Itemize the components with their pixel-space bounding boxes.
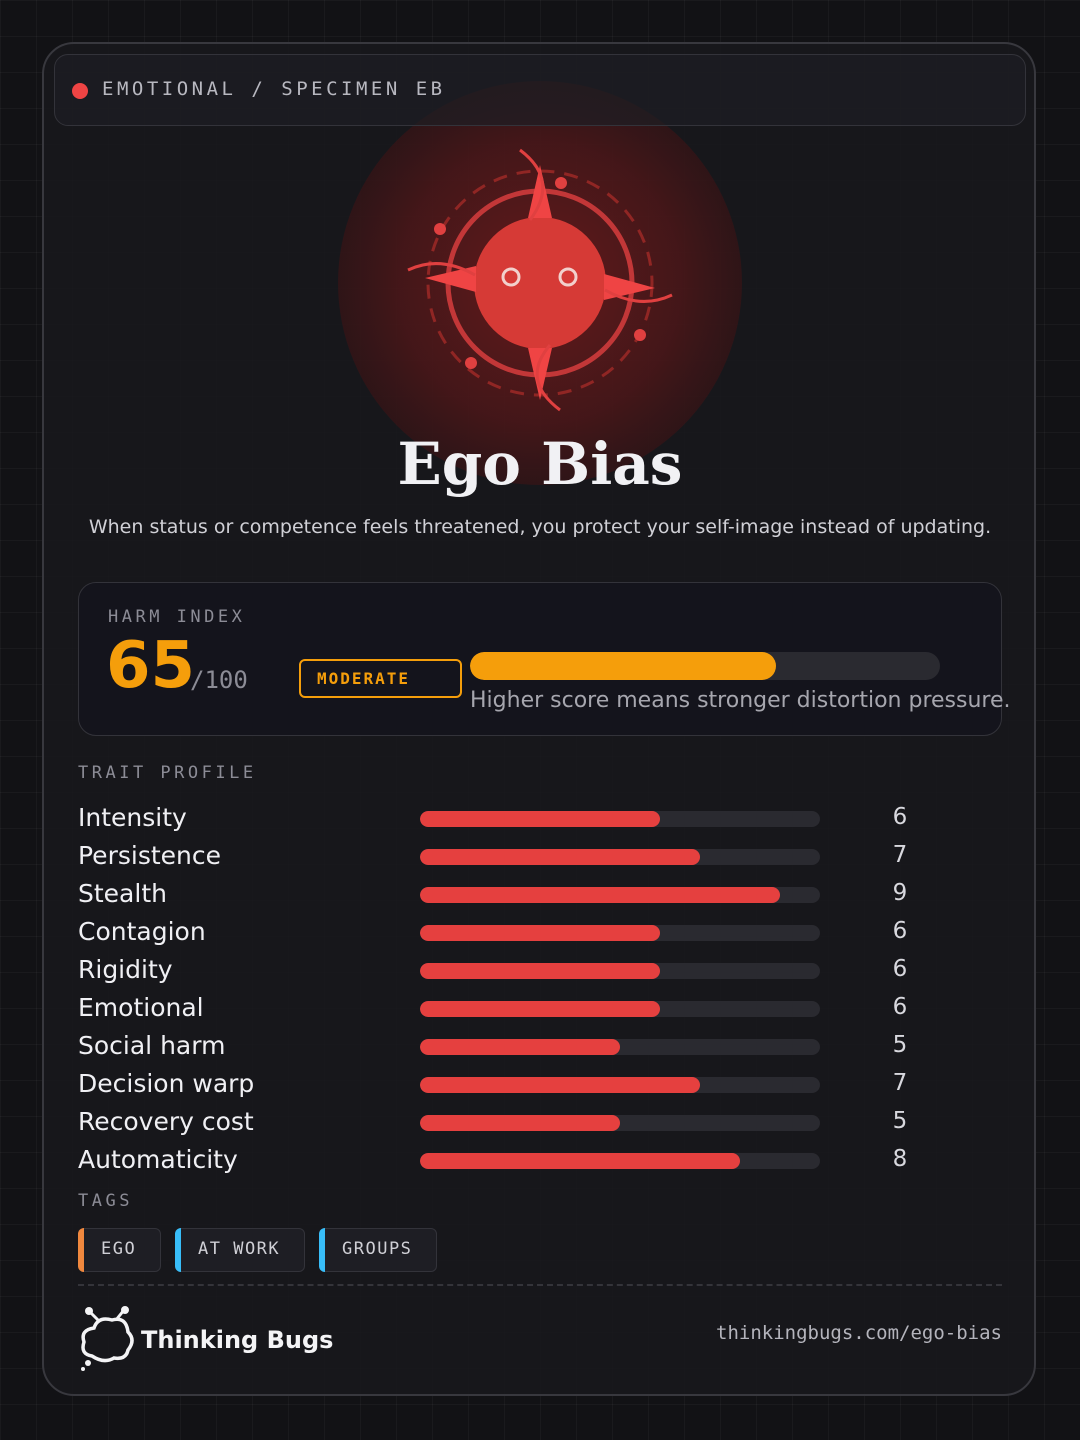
harm-score: 65 — [106, 629, 196, 703]
harm-note: Higher score means stronger distortion p… — [470, 688, 1011, 713]
trait-name: Decision warp — [78, 1069, 255, 1098]
trait-track — [420, 849, 820, 865]
harm-max: /100 — [190, 666, 248, 694]
trait-name: Contagion — [78, 917, 206, 946]
trait-value: 5 — [892, 1108, 908, 1134]
trait-name: Persistence — [78, 841, 221, 870]
tag: EGO — [78, 1228, 162, 1272]
trait-track — [420, 1001, 820, 1017]
brand-logo — [81, 1306, 134, 1371]
trait-bar — [420, 963, 660, 979]
trait-track — [420, 887, 820, 903]
header-bar — [54, 54, 1026, 126]
trait-track — [420, 811, 820, 827]
trait-track — [420, 963, 820, 979]
trait-bar — [420, 887, 780, 903]
harm-level: MODERATE — [299, 659, 462, 698]
traits-label: TRAIT PROFILE — [78, 763, 257, 783]
trait-bar — [420, 1077, 700, 1093]
harm-label: HARM INDEX — [108, 607, 246, 627]
trait-name: Intensity — [78, 803, 187, 832]
trait-value: 5 — [892, 1032, 908, 1058]
trait-value: 6 — [892, 994, 908, 1020]
harm-track — [470, 652, 940, 680]
trait-name: Stealth — [78, 879, 167, 908]
status-dot — [72, 83, 88, 99]
trait-track — [420, 1039, 820, 1055]
trait-bar — [420, 811, 660, 827]
trait-bar — [420, 1001, 660, 1017]
trait-name: Rigidity — [78, 955, 173, 984]
trait-value: 6 — [892, 918, 908, 944]
harm-bar — [470, 652, 776, 680]
title: Ego Bias — [397, 430, 683, 498]
tags-label: TAGS — [78, 1191, 133, 1211]
trait-name: Emotional — [78, 993, 204, 1022]
tag: AT WORK — [175, 1228, 306, 1272]
trait-bar — [420, 1039, 620, 1055]
trait-value: 7 — [892, 1070, 908, 1096]
tag-stripe — [175, 1228, 181, 1272]
trait-value: 6 — [892, 804, 908, 830]
tag: GROUPS — [319, 1228, 438, 1272]
tag-stripe — [319, 1228, 325, 1272]
trait-name: Social harm — [78, 1031, 226, 1060]
trait-bar — [420, 1153, 740, 1169]
trait-bar — [420, 925, 660, 941]
trait-value: 7 — [892, 842, 908, 868]
trait-track — [420, 1115, 820, 1131]
trait-track — [420, 1077, 820, 1093]
tag-stripe — [78, 1228, 84, 1272]
trait-value: 6 — [892, 956, 908, 982]
trait-bar — [420, 1115, 620, 1131]
trait-track — [420, 925, 820, 941]
trait-value: 9 — [892, 880, 908, 906]
page-url: thinkingbugs.com/ego-bias — [716, 1322, 1002, 1344]
category-label: EMOTIONAL / SPECIMEN EB — [102, 78, 446, 100]
trait-name: Automaticity — [78, 1145, 238, 1174]
trait-value: 8 — [892, 1146, 908, 1172]
trait-name: Recovery cost — [78, 1107, 254, 1136]
trait-bar — [420, 849, 700, 865]
trait-track — [420, 1153, 820, 1169]
description: When status or competence feels threaten… — [88, 516, 992, 538]
brand-name: Thinking Bugs — [141, 1326, 334, 1354]
divider — [78, 1284, 1002, 1286]
